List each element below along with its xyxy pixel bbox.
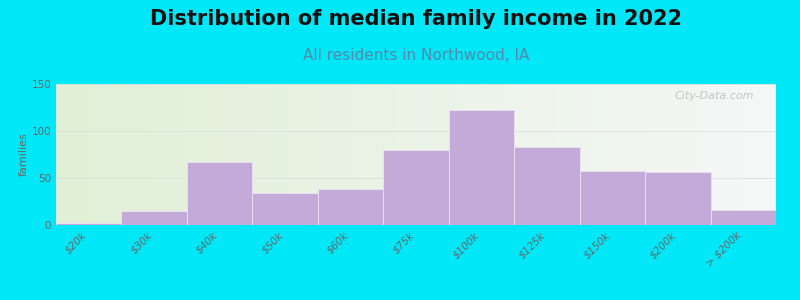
Text: City-Data.com: City-Data.com xyxy=(675,91,754,101)
Bar xyxy=(580,171,645,225)
Bar xyxy=(514,147,580,225)
Bar xyxy=(56,223,122,225)
Text: Distribution of median family income in 2022: Distribution of median family income in … xyxy=(150,9,682,29)
Bar xyxy=(449,110,514,225)
Text: All residents in Northwood, IA: All residents in Northwood, IA xyxy=(303,48,529,63)
Bar xyxy=(187,162,252,225)
Bar xyxy=(318,189,383,225)
Bar xyxy=(122,211,187,225)
Y-axis label: families: families xyxy=(18,133,29,176)
Bar xyxy=(645,172,710,225)
Bar xyxy=(383,150,449,225)
Bar xyxy=(252,193,318,225)
Bar xyxy=(710,210,776,225)
